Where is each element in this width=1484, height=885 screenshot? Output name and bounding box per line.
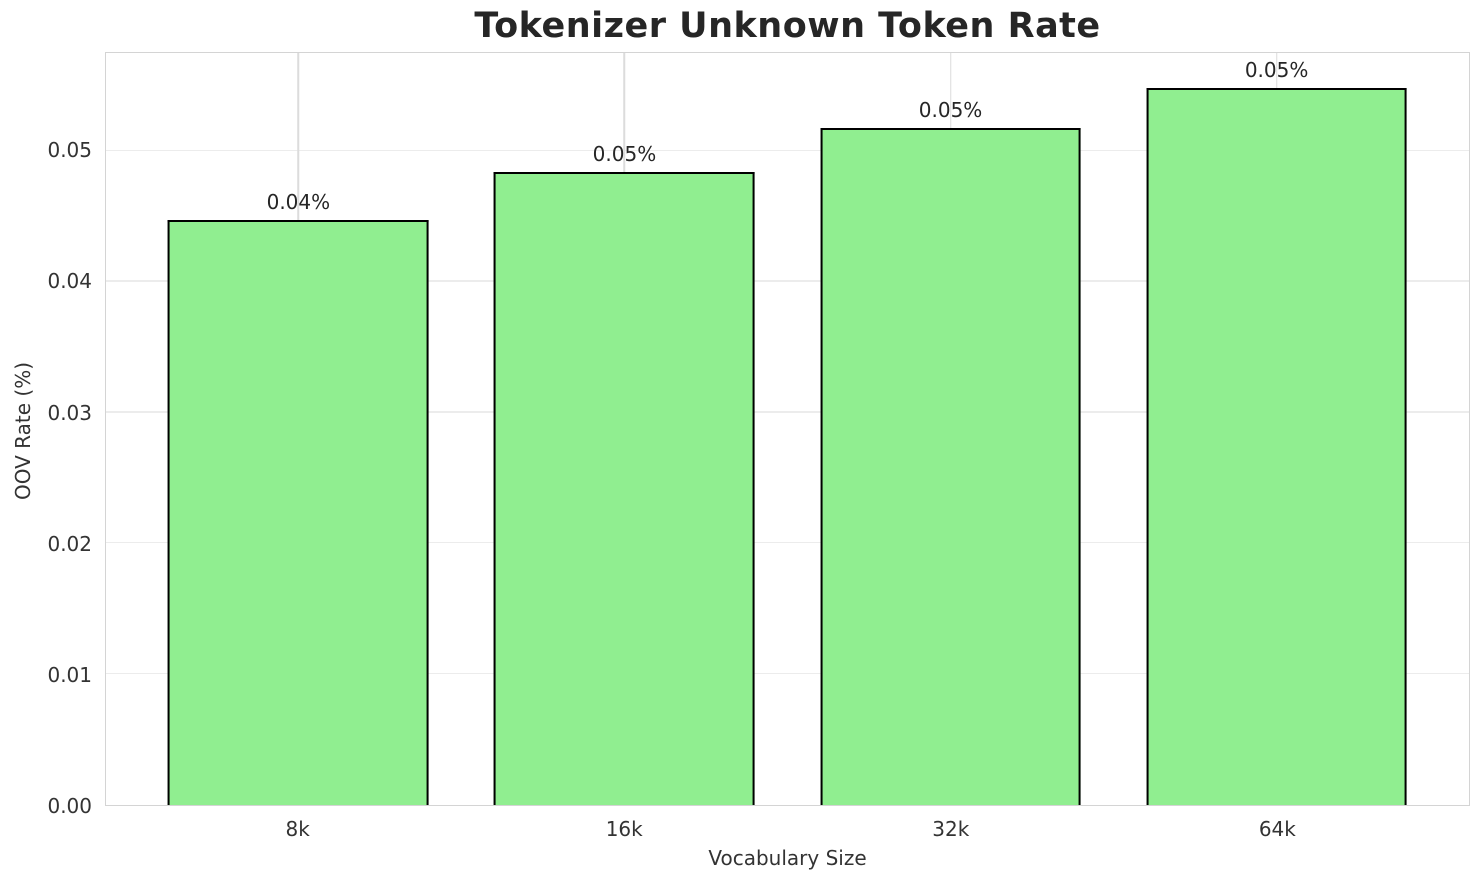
x-axis-label: Vocabulary Size (708, 846, 867, 870)
y-tick-0.01: 0.01 (47, 662, 92, 687)
x-tick-32k: 32k (932, 817, 970, 841)
h-gridline-0.04 (106, 280, 1469, 282)
h-gridline-0.03 (106, 411, 1469, 413)
y-tick-0.05: 0.05 (47, 138, 92, 163)
x-tick-16k: 16k (605, 817, 643, 841)
bar-value-label-64k: 0.05% (1244, 58, 1309, 83)
y-tick-0.02: 0.02 (47, 531, 92, 556)
bar-value-label-8k: 0.04% (266, 190, 331, 215)
bar-value-label-16k: 0.05% (592, 142, 657, 167)
bar-16k (494, 172, 755, 805)
h-gridline-0.02 (106, 541, 1469, 544)
bar-64k (1146, 88, 1408, 805)
y-tick-0.03: 0.03 (47, 400, 92, 425)
h-gridline-0.01 (106, 672, 1469, 675)
x-tick-64k: 64k (1258, 817, 1296, 841)
y-tick-0.00: 0.00 (47, 794, 92, 818)
plot-area: 0.04% 0.05% 0.05% 0.05% (105, 52, 1470, 806)
y-tick-0.04: 0.04 (47, 269, 92, 294)
y-axis-label: OOV Rate (%) (11, 362, 35, 500)
chart-title: Tokenizer Unknown Token Rate (474, 6, 1101, 46)
h-gridline-0.05 (106, 149, 1469, 152)
x-tick-8k: 8k (285, 817, 310, 841)
bar-32k (820, 127, 1081, 805)
bar-value-label-32k: 0.05% (918, 97, 983, 122)
bar-8k (167, 220, 429, 805)
